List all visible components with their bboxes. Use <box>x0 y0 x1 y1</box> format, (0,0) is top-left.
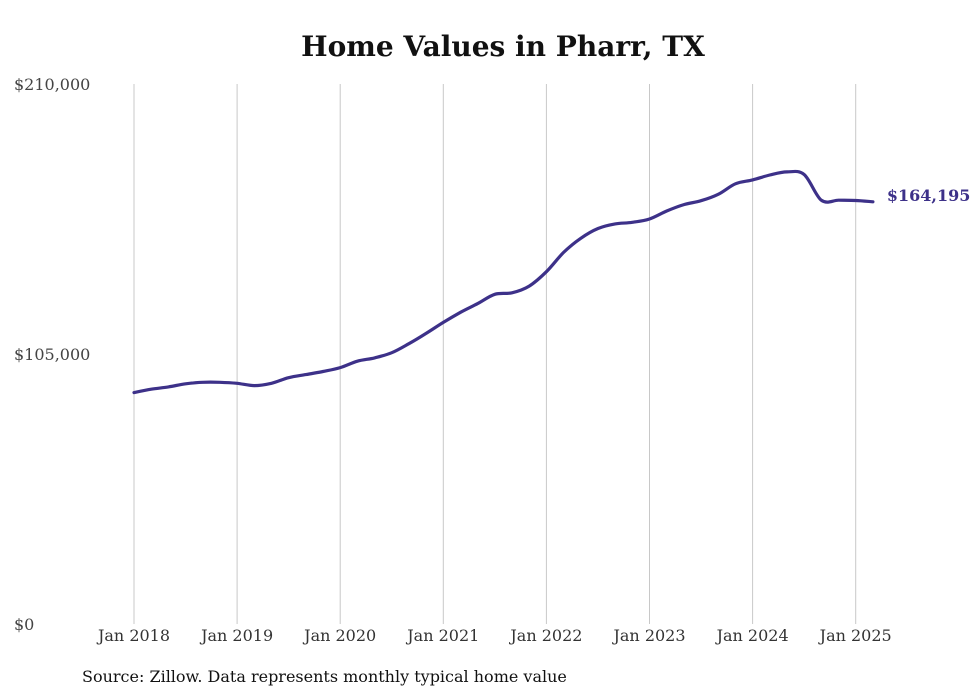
y-tick-label: $210,000 <box>14 75 90 94</box>
x-tick-label: Jan 2019 <box>199 626 273 645</box>
x-tick-label: Jan 2020 <box>302 626 376 645</box>
chart-source-note: Source: Zillow. Data represents monthly … <box>82 667 567 686</box>
series-line <box>132 169 875 395</box>
x-tick-label: Jan 2025 <box>818 626 892 645</box>
y-tick-label: $105,000 <box>14 345 90 364</box>
end-value-label: $164,195 <box>887 186 971 205</box>
chart-title: Home Values in Pharr, TX <box>301 30 705 63</box>
y-tick-label: $0 <box>14 615 34 634</box>
x-tick-label: Jan 2021 <box>405 626 479 645</box>
x-tick-label: Jan 2018 <box>96 626 170 645</box>
x-tick-label: Jan 2023 <box>611 626 685 645</box>
x-tick-label: Jan 2022 <box>508 626 582 645</box>
x-tick-label: Jan 2024 <box>715 626 789 645</box>
